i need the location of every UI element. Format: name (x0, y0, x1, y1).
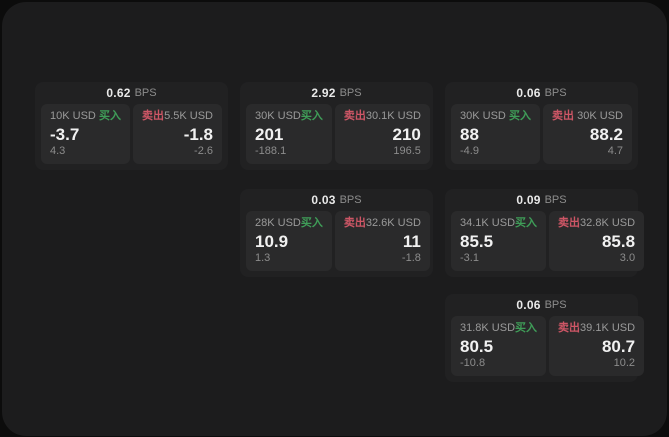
bps-value: 0.09 (516, 193, 541, 207)
bps-value: 0.62 (106, 86, 131, 100)
sell-price: 11 (402, 231, 421, 251)
bps-unit-label: BPS (544, 299, 567, 311)
bps-value: 2.92 (311, 86, 336, 100)
sell-amount: 39.1K USD (580, 322, 636, 334)
sell-delta: 3.0 (619, 252, 636, 264)
bps-unit-label: BPS (134, 87, 157, 99)
buy-panel[interactable]: 30K USD 买入 201 -188.1 (246, 104, 332, 164)
sell-amount: 30.1K USD (365, 110, 421, 122)
panels-row: 10K USD 买入 -3.7 4.3 卖出 5.5K USD -1.8 -2.… (35, 104, 228, 170)
buy-side-label: 买入 (300, 217, 323, 229)
card-header: 0.03 BPS (240, 189, 433, 211)
buy-delta: -3.1 (460, 252, 479, 264)
bps-value: 0.03 (311, 193, 336, 207)
buy-amount: 10K USD (50, 110, 96, 122)
buy-amount: 34.1K USD (460, 217, 516, 229)
quote-card: 2.92 BPS 30K USD 买入 201 -188.1 卖出 30.1K … (240, 82, 433, 170)
bps-value: 0.06 (516, 298, 541, 312)
sell-amount: 30K USD (577, 110, 623, 122)
sell-panel[interactable]: 卖出 32.6K USD 11 -1.8 (334, 211, 430, 271)
buy-panel[interactable]: 28K USD 买入 10.9 1.3 (246, 211, 332, 271)
buy-amount: 31.8K USD (460, 322, 516, 334)
quote-card: 0.03 BPS 28K USD 买入 10.9 1.3 卖出 32.6K US… (240, 189, 433, 277)
sell-panel[interactable]: 卖出 39.1K USD 80.7 10.2 (549, 316, 645, 376)
sell-side-label: 卖出 (558, 322, 581, 334)
buy-delta: -188.1 (255, 145, 287, 157)
card-header: 0.06 BPS (445, 82, 638, 104)
panels-row: 30K USD 买入 88 -4.9 卖出 30K USD 88.2 4.7 (445, 104, 638, 170)
sell-delta: -2.6 (194, 145, 213, 157)
buy-panel[interactable]: 10K USD 买入 -3.7 4.3 (41, 104, 130, 164)
sell-amount: 32.6K USD (365, 217, 421, 229)
buy-delta: 4.3 (50, 145, 66, 157)
sell-panel[interactable]: 卖出 30.1K USD 210 196.5 (334, 104, 430, 164)
card-header: 2.92 BPS (240, 82, 433, 104)
buy-panel[interactable]: 31.8K USD 买入 80.5 -10.8 (451, 316, 547, 376)
sell-side-label: 卖出 (142, 110, 164, 122)
buy-side-label: 买入 (515, 217, 538, 229)
buy-panel[interactable]: 30K USD 买入 88 -4.9 (451, 104, 540, 164)
panels-row: 30K USD 买入 201 -188.1 卖出 30.1K USD 210 1… (240, 104, 433, 170)
sell-side-label: 卖出 (343, 217, 366, 229)
panels-row: 34.1K USD 买入 85.5 -3.1 卖出 32.8K USD 85.8… (445, 211, 645, 277)
sell-side-label: 卖出 (343, 110, 366, 122)
sell-delta: 4.7 (607, 145, 623, 157)
sell-side-label: 卖出 (558, 217, 581, 229)
quote-card: 0.06 BPS 30K USD 买入 88 -4.9 卖出 30K USD 8… (445, 82, 638, 170)
sell-panel[interactable]: 卖出 5.5K USD -1.8 -2.6 (133, 104, 222, 164)
buy-amount: 30K USD (255, 110, 301, 122)
quote-card: 0.62 BPS 10K USD 买入 -3.7 4.3 卖出 5.5K USD… (35, 82, 228, 170)
panels-row: 31.8K USD 买入 80.5 -10.8 卖出 39.1K USD 80.… (445, 316, 645, 382)
card-header: 0.09 BPS (445, 189, 638, 211)
buy-price: 85.5 (460, 231, 494, 251)
sell-price: 88.2 (589, 124, 623, 144)
buy-side-label: 买入 (515, 322, 538, 334)
sell-amount: 5.5K USD (164, 110, 213, 122)
panels-row: 28K USD 买入 10.9 1.3 卖出 32.6K USD 11 -1.8 (240, 211, 433, 277)
buy-delta: -10.8 (460, 357, 486, 369)
buy-side-label: 买入 (509, 110, 531, 122)
buy-price: -3.7 (50, 124, 80, 144)
sell-price: 210 (392, 124, 421, 144)
buy-side-label: 买入 (300, 110, 323, 122)
bps-unit-label: BPS (339, 87, 362, 99)
bps-value: 0.06 (516, 86, 541, 100)
buy-price: 88 (460, 124, 479, 144)
sell-price: 85.8 (601, 231, 636, 251)
buy-delta: -4.9 (460, 145, 479, 157)
buy-amount: 28K USD (255, 217, 301, 229)
card-header: 0.62 BPS (35, 82, 228, 104)
quote-card: 0.09 BPS 34.1K USD 买入 85.5 -3.1 卖出 32.8K… (445, 189, 645, 277)
sell-panel[interactable]: 卖出 30K USD 88.2 4.7 (543, 104, 632, 164)
buy-panel[interactable]: 34.1K USD 买入 85.5 -3.1 (451, 211, 547, 271)
sell-side-label: 卖出 (552, 110, 574, 122)
bps-unit-label: BPS (544, 194, 567, 206)
sell-delta: -1.8 (401, 252, 421, 264)
sell-delta: 10.2 (613, 357, 636, 369)
bps-unit-label: BPS (544, 87, 567, 99)
card-header: 0.06 BPS (445, 294, 638, 316)
quote-card: 0.06 BPS 31.8K USD 买入 80.5 -10.8 卖出 39.1… (445, 294, 645, 382)
buy-price: 201 (255, 124, 284, 144)
buy-price: 10.9 (255, 231, 289, 251)
sell-amount: 32.8K USD (580, 217, 636, 229)
sell-price: -1.8 (183, 124, 213, 144)
buy-price: 80.5 (460, 336, 494, 356)
buy-side-label: 买入 (99, 110, 121, 122)
buy-amount: 30K USD (460, 110, 506, 122)
bps-unit-label: BPS (339, 194, 362, 206)
sell-delta: 196.5 (393, 145, 421, 157)
sell-price: 80.7 (601, 336, 636, 356)
buy-delta: 1.3 (255, 252, 271, 264)
sell-panel[interactable]: 卖出 32.8K USD 85.8 3.0 (549, 211, 645, 271)
